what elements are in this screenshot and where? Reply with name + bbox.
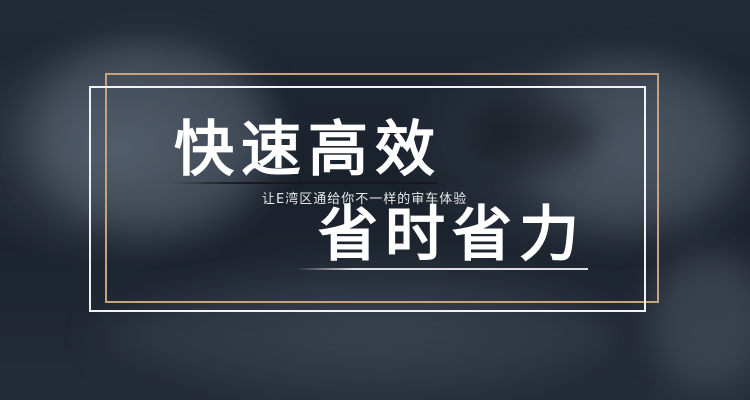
headline-primary: 快速高效 bbox=[174, 115, 442, 185]
subtitle-text: 让E湾区通给你不一样的审车体验 bbox=[262, 192, 468, 207]
headline-primary-underline bbox=[170, 182, 438, 184]
headline-secondary-underline bbox=[296, 268, 588, 270]
gold-frame bbox=[105, 73, 659, 303]
white-frame bbox=[89, 86, 646, 312]
headline-secondary: 省时省力 bbox=[318, 200, 586, 270]
